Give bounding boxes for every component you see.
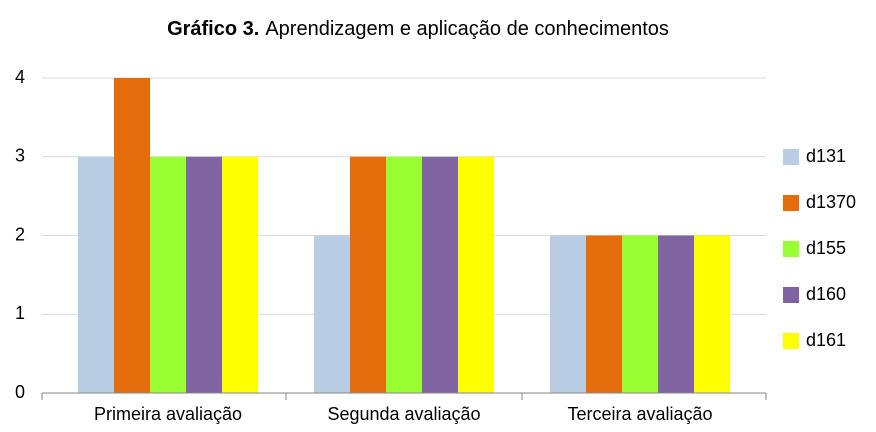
legend-swatch [783,149,799,165]
legend-label: d161 [806,330,846,350]
y-tick-label: 3 [15,146,25,166]
bar [78,156,114,393]
bar [422,156,458,393]
x-tick-label: Segunda avaliação [327,404,480,424]
bar [386,156,422,393]
y-tick-label: 4 [15,67,25,87]
bar [694,235,730,393]
bar [222,156,258,393]
title-text: Aprendizagem e aplicação de conhecimento… [265,18,669,40]
bar [314,235,350,393]
legend-swatch [783,333,799,349]
legend-swatch [783,241,799,257]
chart-title: Gráfico 3. Aprendizagem e aplicação de co… [167,18,669,40]
bar [550,235,586,393]
bar [150,156,186,393]
bar [586,235,622,393]
bar [658,235,694,393]
legend-swatch [783,287,799,303]
y-tick-label: 1 [15,303,25,323]
legend-label: d160 [806,284,846,304]
bar [186,156,222,393]
x-tick-label: Primeira avaliação [94,404,242,424]
legend-label: d1370 [806,192,856,212]
bar [458,156,494,393]
y-tick-label: 0 [15,382,25,402]
bar [622,235,658,393]
y-tick-label: 2 [15,224,25,244]
legend-label: d131 [806,146,846,166]
bar [114,78,150,393]
x-tick-label: Terceira avaliação [567,404,712,424]
title-prefix: Gráfico 3. [167,18,259,40]
legend-label: d155 [806,238,846,258]
legend-swatch [783,195,799,211]
bar [350,156,386,393]
